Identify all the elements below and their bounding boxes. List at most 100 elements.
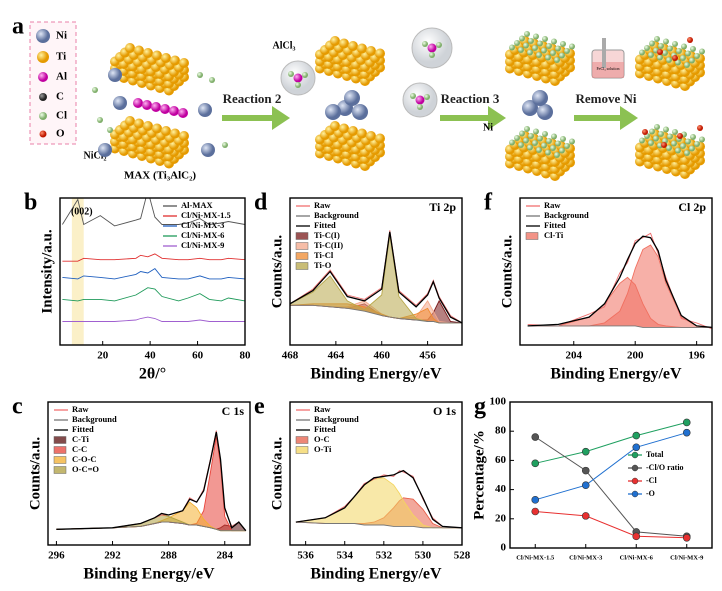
legend-label: Al [56, 71, 67, 83]
atom [658, 43, 664, 49]
atom [375, 133, 385, 144]
legend-label: Cl [56, 110, 67, 122]
atom [546, 43, 552, 49]
x-tick-label: 464 [328, 350, 345, 362]
atom [519, 130, 525, 137]
legend-label: Total [646, 450, 664, 459]
legend-label: Cl/Ni-MX-6 [181, 230, 224, 240]
x-tick-label: 196 [688, 350, 705, 362]
legend-label: Raw [314, 404, 331, 414]
legend-label: O [56, 128, 65, 140]
atom [649, 128, 655, 135]
arrow [222, 106, 290, 130]
arrow [574, 106, 638, 130]
legend-ball [39, 130, 47, 138]
atom [667, 133, 673, 140]
atom [550, 50, 556, 56]
atom [657, 54, 663, 61]
arrow [440, 106, 506, 130]
atom [533, 128, 539, 135]
atom [339, 123, 349, 134]
legend-swatch [53, 446, 67, 454]
atom [649, 40, 655, 47]
legend-swatch [53, 456, 67, 464]
atom [672, 129, 678, 135]
atom [522, 100, 538, 116]
atom [687, 37, 693, 43]
series-line [62, 198, 245, 227]
atom [658, 131, 664, 137]
series-line [62, 268, 245, 280]
atom [537, 40, 543, 47]
x-tick-label: 528 [454, 550, 471, 562]
atom [179, 58, 189, 68]
atom [648, 52, 654, 58]
panel-label: f [484, 190, 493, 216]
atom [532, 140, 538, 146]
atom [685, 138, 691, 145]
atom [152, 123, 162, 134]
atom [222, 142, 228, 148]
legend-swatch [295, 232, 309, 240]
x-tick-label: 204 [566, 350, 583, 362]
atom [559, 52, 565, 59]
x-tick-label: 284 [217, 550, 234, 562]
series-line [56, 431, 247, 532]
legend-label: Ti-Cl [314, 250, 334, 260]
solution-label: FeCl₃ solution [596, 66, 619, 71]
x-axis-label: Binding Energy/eV [550, 366, 682, 383]
atom [143, 48, 153, 58]
y-tick-label: 80 [495, 425, 507, 437]
series-line [290, 231, 462, 324]
atom [528, 38, 534, 44]
atom [657, 49, 663, 55]
legend-label: Background [72, 414, 117, 424]
plot-area [62, 198, 245, 345]
atom [344, 90, 360, 106]
legend-ball [36, 29, 50, 43]
point [632, 431, 641, 440]
atom [676, 48, 682, 54]
atom [293, 73, 303, 83]
panel-title: Cl 2p [678, 200, 706, 214]
atom [689, 57, 695, 64]
y-axis-label: Counts/a.u. [499, 235, 515, 309]
atom [554, 57, 560, 63]
atom [672, 55, 678, 61]
y-axis-label: Counts/a.u. [269, 235, 285, 309]
atom [417, 104, 423, 110]
series-line [295, 469, 462, 529]
y-axis-label: Percentage/% [471, 430, 487, 520]
x-tick-label: 536 [297, 550, 314, 562]
atom [357, 128, 367, 139]
atom [537, 135, 543, 142]
atom [550, 145, 556, 151]
panel-label: g [474, 394, 486, 420]
atom [134, 45, 144, 56]
atom [429, 52, 435, 58]
panel-label: a [12, 14, 24, 40]
point [682, 418, 691, 427]
atom [527, 49, 533, 56]
legend-swatch [53, 466, 67, 474]
atom [661, 142, 667, 148]
point [531, 507, 540, 516]
atom [325, 104, 341, 120]
legend-label: Fitted [72, 424, 94, 434]
atom [330, 36, 340, 46]
y-tick-label: 20 [495, 512, 507, 524]
atom [555, 140, 561, 147]
atom [545, 149, 551, 156]
atom [519, 35, 525, 42]
atom [302, 72, 308, 78]
atom [667, 45, 673, 52]
atom [524, 126, 530, 132]
atom [551, 133, 557, 140]
atom [113, 96, 127, 110]
legend-label: Ti-C(II) [314, 240, 343, 250]
atom [170, 55, 180, 66]
legend-label: C-C [72, 444, 87, 454]
step-label: Remove Ni [575, 91, 636, 106]
x-tick-label: Cl/Ni-MX-6 [620, 554, 654, 561]
x-tick-label: 468 [282, 350, 299, 362]
